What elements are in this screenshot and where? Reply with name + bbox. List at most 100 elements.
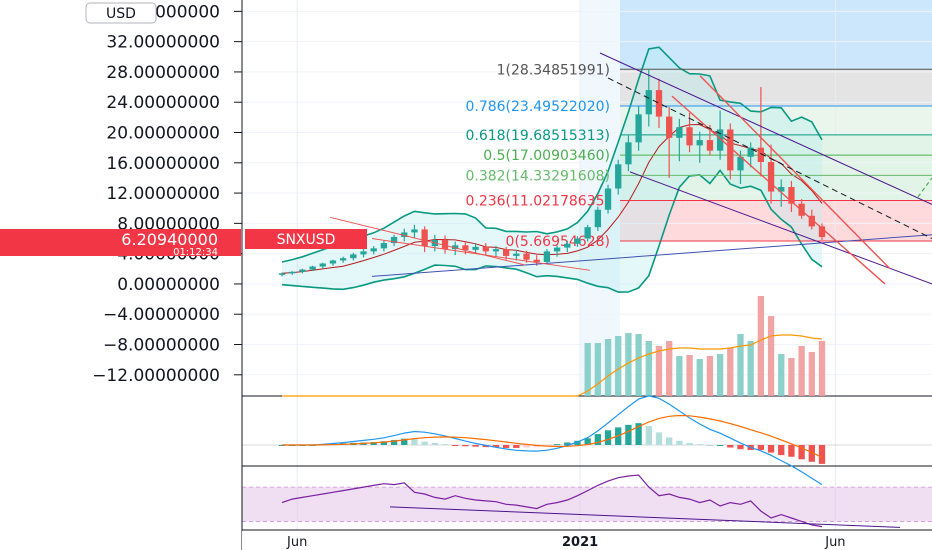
- volume-ma: [282, 334, 823, 397]
- currency-badge[interactable]: USD: [85, 2, 157, 24]
- macd-histogram-bar: [370, 442, 377, 445]
- price-axis[interactable]: 36.0000000032.0000000028.0000000024.0000…: [0, 0, 243, 550]
- macd-histogram-bar: [604, 430, 612, 445]
- zones-layer: [580, 0, 932, 396]
- volume-bar: [645, 341, 652, 396]
- candle-body: [319, 263, 326, 267]
- macd-histogram-bar: [452, 445, 459, 446]
- candle-body: [360, 251, 367, 255]
- macd-histogram-bar: [441, 444, 449, 446]
- macd-histogram-bar: [767, 445, 775, 453]
- fib-label: 0.236(11.02178635): [465, 193, 610, 209]
- candle-body: [390, 236, 398, 244]
- fib-label: 0.5(17.00903460): [483, 148, 610, 164]
- volume-bar: [676, 356, 683, 396]
- macd-histogram-bar: [492, 445, 500, 448]
- volume-bar: [706, 356, 714, 396]
- candle-body: [706, 140, 714, 151]
- macd-histogram-bar: [390, 439, 398, 445]
- y-tick-label: −12.00000000: [92, 366, 220, 386]
- macd-histogram-bar: [401, 438, 408, 445]
- volume-bar: [767, 316, 775, 396]
- candle-body: [553, 247, 561, 252]
- candle-body: [767, 162, 775, 192]
- macd-histogram-bar: [564, 442, 571, 445]
- candle-body: [747, 147, 754, 157]
- x-tick-label: 2021: [562, 535, 598, 550]
- macd-histogram-bar: [472, 445, 479, 447]
- candle-body: [502, 249, 510, 256]
- volume-bar: [757, 296, 765, 396]
- macd-histogram-bar: [513, 445, 520, 448]
- trendline-channel-bottom: [629, 171, 932, 285]
- candle-body: [615, 164, 622, 189]
- macd-histogram-bar: [757, 445, 765, 451]
- candle-body: [574, 238, 581, 244]
- macd-histogram-bar: [380, 441, 388, 445]
- trendline-dashed: [607, 77, 932, 239]
- fib-label: 1(28.34851991): [497, 62, 610, 78]
- candle-body: [370, 248, 377, 252]
- candle-body: [564, 243, 571, 248]
- macd-histogram-bar: [533, 445, 540, 448]
- currency-label: USD: [106, 6, 136, 22]
- candle-body: [594, 209, 602, 228]
- trendline-channel-top: [599, 52, 932, 205]
- x-tick-label: Jun: [824, 535, 845, 550]
- volume-bar: [696, 359, 703, 396]
- fib-label: 0.382(14.33291608): [465, 168, 610, 184]
- volume-bar: [655, 346, 663, 396]
- volume-bar: [737, 334, 744, 396]
- candle-body: [686, 127, 693, 146]
- volume-bar: [727, 348, 734, 396]
- macd-histogram-bar: [778, 445, 785, 456]
- volume-bar: [625, 333, 632, 396]
- candle-body: [472, 246, 479, 250]
- last-price-value: 6.20940000: [121, 230, 218, 249]
- candle-body: [645, 90, 652, 115]
- macd-histogram-bar: [808, 445, 815, 462]
- volume-bar: [716, 354, 724, 396]
- fib-label: 0.786(23.49522020): [465, 99, 610, 115]
- fib-label: 0(5.66954628): [506, 234, 610, 250]
- candle-body: [543, 251, 551, 262]
- volume-bar: [635, 334, 642, 396]
- macd-histogram-bar: [788, 445, 795, 457]
- macd-histogram-bar: [482, 445, 489, 448]
- volume-bar: [615, 336, 622, 396]
- macd-pane: [242, 395, 932, 486]
- trendlines-layer: [329, 52, 932, 285]
- symbol-label: SNXUSD: [277, 232, 336, 248]
- candle-body: [380, 243, 388, 249]
- candle-body: [339, 258, 347, 261]
- y-tick-label: 12.00000000: [106, 184, 220, 204]
- rsi-pane: [242, 474, 932, 528]
- volume-bar: [788, 358, 795, 396]
- candle-body: [716, 129, 724, 151]
- candle-body: [299, 269, 306, 272]
- candle-body: [635, 114, 642, 143]
- time-axis[interactable]: Jun 2021 Jun: [242, 531, 932, 550]
- candle-body: [666, 116, 673, 138]
- y-tick-label: 32.00000000: [106, 33, 220, 53]
- macd-histogram-bar: [502, 445, 510, 448]
- candle-body: [778, 187, 785, 192]
- candle-body: [411, 229, 418, 233]
- volume-bar: [594, 343, 602, 396]
- candle-body: [278, 273, 286, 275]
- macd-histogram-bar: [584, 438, 591, 445]
- candle-body: [533, 259, 540, 262]
- volume-bar: [818, 341, 826, 396]
- macd-histogram-bar: [421, 441, 428, 445]
- x-tick-label: Jun: [286, 535, 307, 550]
- candle-body: [676, 127, 683, 138]
- candle-body: [808, 215, 815, 227]
- macd-histogram-bar: [818, 445, 826, 464]
- candle-body: [788, 187, 795, 204]
- price-axis-bg: [0, 0, 242, 550]
- candle-body: [350, 254, 357, 259]
- macd-histogram-bar: [553, 444, 561, 446]
- fib-zone-786: [620, 69, 932, 107]
- fib-label: 0.618(19.68515313): [465, 128, 610, 144]
